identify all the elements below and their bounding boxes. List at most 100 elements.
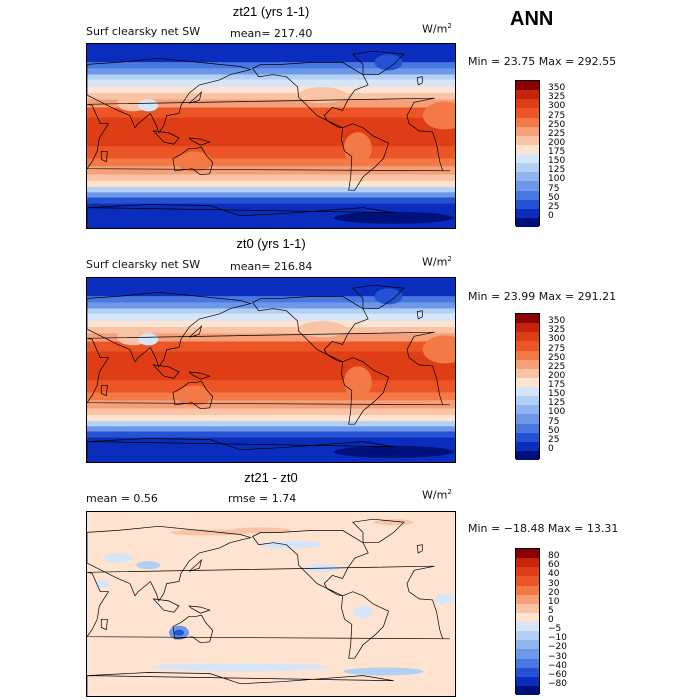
colorbar-swatch — [516, 377, 539, 387]
contour-patch — [174, 629, 184, 636]
colorbar-swatch — [516, 685, 539, 695]
colorbar-tick-label: −20 — [548, 642, 567, 653]
colorbar-swatch — [516, 181, 539, 191]
contour-band — [87, 351, 455, 381]
colorbar-swatch — [516, 450, 539, 460]
contour-patch — [176, 385, 213, 406]
colorbar-swatch — [516, 387, 539, 397]
colorbar-swatch — [516, 631, 539, 641]
colorbar-tick-label: 0 — [548, 443, 554, 454]
coastline — [252, 530, 369, 597]
contour-band — [87, 180, 455, 188]
colorbar-tick-label: 0 — [548, 615, 554, 625]
panel-3-rmse: rmse = 1.74 — [228, 492, 297, 505]
contour-band — [87, 187, 455, 193]
colorbar-tick-label: 275 — [548, 343, 566, 354]
contour-patch — [103, 553, 132, 563]
panel-1-map-svg — [87, 44, 455, 228]
coastline — [416, 544, 423, 554]
colorbar-swatch — [516, 640, 539, 650]
contour-patch — [138, 333, 159, 346]
contour-band — [87, 158, 455, 167]
coastline — [416, 310, 423, 320]
colorbar-tick-label: 125 — [548, 165, 566, 176]
season-label: ANN — [510, 8, 554, 30]
colorbar-swatch — [516, 649, 539, 659]
colorbar-tick-label: 225 — [548, 361, 566, 372]
colorbar-tick-label: 350 — [548, 83, 566, 94]
colorbar-tick-label: 50 — [548, 425, 560, 436]
colorbar-swatch — [516, 396, 539, 406]
contour-patch — [333, 211, 454, 224]
colorbar-tick-label: 60 — [548, 560, 560, 571]
coastline — [341, 123, 390, 191]
colorbar-tick-label: 325 — [548, 92, 566, 103]
contour-band — [87, 400, 455, 409]
colorbar-swatch — [516, 172, 539, 182]
colorbar-tick-label: 300 — [548, 334, 566, 345]
colorbar-swatch — [516, 585, 539, 595]
colorbar-swatch — [516, 323, 539, 333]
panel-3-map-svg — [87, 512, 455, 696]
colorbar-tick-label: 20 — [548, 587, 560, 598]
coastline — [152, 598, 180, 613]
colorbar-tick-label: 0 — [548, 210, 554, 221]
coastline — [352, 284, 405, 310]
panel-1-colorbar — [515, 80, 540, 227]
colorbar-tick-label: −5 — [548, 624, 562, 635]
contour-patch — [343, 366, 372, 399]
colorbar-tick-label: 5 — [548, 605, 554, 616]
coastline — [341, 357, 390, 425]
colorbar-swatch — [516, 108, 539, 118]
colorbar-tick-label: 175 — [548, 380, 566, 390]
colorbar-swatch — [516, 676, 539, 686]
colorbar-swatch — [516, 405, 539, 415]
panel-1-map — [86, 43, 456, 229]
colorbar-swatch — [516, 594, 539, 604]
coastline — [172, 146, 214, 176]
colorbar-swatch — [516, 603, 539, 613]
contour-patch — [434, 593, 455, 604]
colorbar-swatch — [516, 90, 539, 100]
coastline — [100, 618, 108, 631]
colorbar-tick-label: 25 — [548, 434, 560, 445]
coastline — [152, 364, 180, 379]
coastline — [100, 384, 108, 397]
colorbar-tick-label: 40 — [548, 569, 560, 580]
panel-2-units: W/m2 — [422, 255, 452, 269]
panel-1-title: zt21 (yrs 1-1) — [232, 4, 310, 19]
coastline — [188, 558, 203, 572]
contour-band — [87, 174, 455, 181]
coastline — [172, 614, 214, 644]
colorbar-swatch — [516, 190, 539, 200]
contour-band — [87, 79, 455, 87]
contour-band — [87, 68, 455, 75]
coastline — [352, 518, 405, 544]
contour-band — [87, 302, 455, 309]
colorbar-tick-label: −30 — [548, 651, 567, 662]
contour-band — [87, 313, 455, 321]
colorbar-swatch — [516, 199, 539, 209]
panel-1-colorbar-ticks: 350 325 300 275 250 225 200 175 150 125 100 75 50 25 0 — [548, 80, 588, 226]
colorbar-swatch — [516, 368, 539, 378]
coastline — [188, 605, 211, 614]
colorbar-swatch — [516, 217, 539, 227]
contour-patch — [343, 132, 372, 165]
panel-3-colorbar — [515, 548, 540, 695]
contour-band — [87, 431, 455, 438]
panel-3-minmax: Min = −18.48 Max = 13.31 — [468, 522, 619, 535]
contour-band — [87, 192, 455, 198]
colorbar-swatch — [516, 208, 539, 218]
coastline — [87, 291, 252, 368]
colorbar-swatch — [516, 549, 539, 559]
colorbar-tick-label: 150 — [548, 156, 566, 167]
panel-2-map — [86, 277, 456, 463]
contour-band — [87, 308, 455, 314]
colorbar-swatch — [516, 117, 539, 127]
colorbar-tick-label: −60 — [548, 669, 567, 680]
colorbar-tick-label: 75 — [548, 416, 560, 427]
colorbar-swatch — [516, 332, 539, 342]
contour-band — [87, 333, 455, 342]
contour-band — [87, 93, 455, 100]
colorbar-tick-label: −10 — [548, 633, 567, 644]
